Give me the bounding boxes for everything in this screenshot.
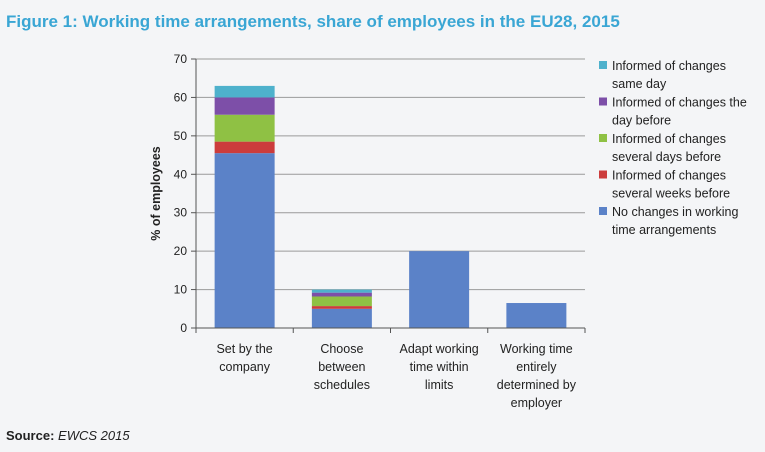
x-category-label: Choose <box>320 342 363 356</box>
source-label: Source: <box>6 428 55 443</box>
legend-label: Informed of changes <box>612 132 726 146</box>
bar-segment <box>214 153 275 328</box>
legend-label: day before <box>612 114 671 128</box>
bar-segment <box>214 97 275 115</box>
legend-swatch <box>599 97 607 106</box>
x-category-label: time within <box>410 360 469 374</box>
legend-label: Informed of changes <box>612 59 726 73</box>
legend-label: same day <box>612 77 667 91</box>
bar-segment <box>311 308 372 328</box>
axes: 0 10 20 30 40 50 60 70 % of employees Set by the c… <box>149 52 586 410</box>
bar-segment <box>311 306 372 309</box>
legend-label: several days before <box>612 150 721 164</box>
bar-segment <box>311 289 372 293</box>
bar-segment <box>409 251 470 328</box>
x-category-label: entirely <box>516 360 557 374</box>
bar-segment <box>214 85 275 98</box>
legend: Informed of changes same day Informed of c… <box>599 59 747 237</box>
y-tick-label: 50 <box>174 129 188 143</box>
legend-swatch <box>599 207 607 215</box>
x-category-label: employer <box>511 396 562 410</box>
legend-swatch <box>599 61 607 69</box>
bars <box>214 85 567 328</box>
gridlines <box>196 58 585 291</box>
y-tick-label: 10 <box>174 283 188 297</box>
y-tick-label: 40 <box>174 167 188 181</box>
source-value: EWCS 2015 <box>58 428 130 443</box>
x-category-label: between <box>318 360 365 374</box>
legend-swatch <box>599 134 607 142</box>
bar-segment <box>214 114 275 142</box>
legend-label: time arrangements <box>612 223 716 237</box>
bar-segment <box>311 292 372 297</box>
x-category-label: company <box>219 360 270 374</box>
y-tick-label: 60 <box>174 90 188 104</box>
legend-label: several weeks before <box>612 187 730 201</box>
legend-swatch <box>599 170 607 179</box>
chart-title: Figure 1: Working time arrangements, sha… <box>6 12 620 31</box>
bar-segment <box>214 141 275 154</box>
legend-label: Informed of changes the <box>612 96 747 110</box>
bar-segment <box>311 296 372 307</box>
x-category-label: Adapt working <box>400 342 479 356</box>
x-category-label: Set by the <box>216 342 272 356</box>
bar-segment <box>506 303 567 328</box>
x-category-label: schedules <box>314 378 370 392</box>
legend-label: Informed of changes <box>612 169 726 183</box>
x-category-label: determined by <box>497 378 577 392</box>
source-note: Source: EWCS 2015 <box>6 428 130 443</box>
y-tick-label: 20 <box>174 244 188 258</box>
x-category-label: Working time <box>500 342 573 356</box>
y-axis-title: % of employees <box>149 146 163 241</box>
y-tick-label: 0 <box>180 321 187 335</box>
y-tick-label: 70 <box>174 52 188 66</box>
y-tick-label: 30 <box>174 206 188 220</box>
legend-label: No changes in working <box>612 205 739 219</box>
x-category-label: limits <box>425 378 453 392</box>
